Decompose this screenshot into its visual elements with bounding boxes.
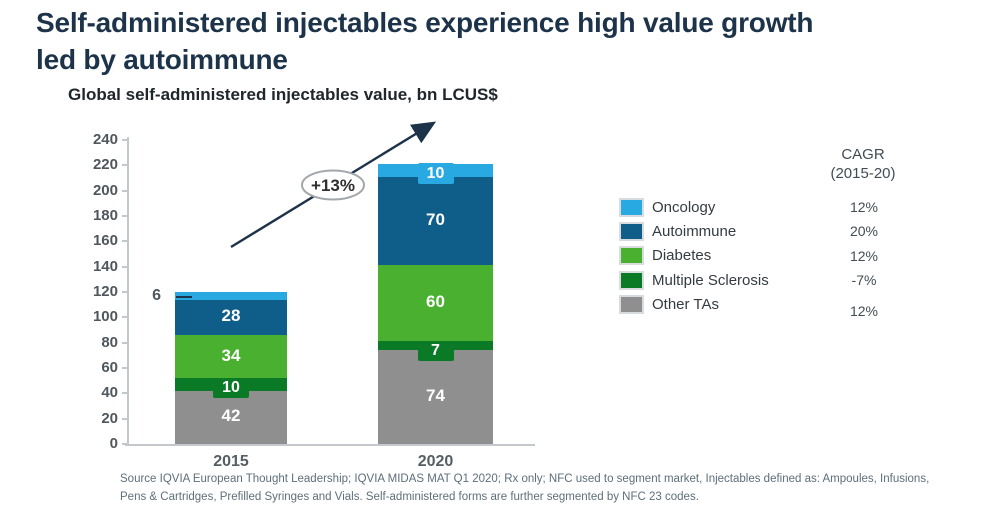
y-axis-tick-label: 220	[92, 156, 118, 174]
page-title-line1: Self-administered injectables experience…	[36, 7, 814, 38]
cagr-header-line2: (2015-20)	[830, 165, 896, 182]
y-axis-tick-label: 60	[101, 359, 118, 376]
page-title: Self-administered injectables experience…	[36, 4, 980, 78]
legend-item-other-tas: Other TAs	[619, 295, 719, 315]
y-axis-tick-mark	[122, 341, 127, 344]
y-axis-tick-label: 80	[101, 333, 118, 351]
y-axis-tick-mark	[122, 316, 127, 319]
source-note-line2: Pens & Cartridges, Prefilled Syringes an…	[120, 490, 699, 503]
cagr-value-autoimmune: 20%	[849, 223, 879, 240]
multiple-sclerosis-swatch-icon	[619, 270, 644, 290]
cagr-value-diabetes: 12%	[849, 247, 879, 264]
y-axis-tick-label: 240	[92, 131, 118, 148]
legend-item-autoimmune: Autoimmune	[619, 221, 736, 241]
y-axis-tick-label: 140	[92, 257, 118, 275]
cagr-header: CAGR (2015-20)	[815, 145, 911, 183]
label-leader-line	[176, 295, 192, 298]
y-axis-tick-label: 40	[101, 384, 118, 402]
oncology-swatch-icon	[619, 197, 644, 217]
y-axis-tick-label: 120	[92, 283, 118, 300]
bar-segment-other-tas	[175, 390, 287, 444]
y-axis-tick-mark	[122, 240, 127, 243]
legend-label: Autoimmune	[652, 222, 737, 240]
page-title-line2: led by autoimmune	[36, 44, 288, 75]
cagr-value-other-tas: 12%	[849, 302, 879, 319]
segment-value-label: 28	[221, 306, 241, 326]
cagr-value-oncology: 12%	[849, 199, 879, 215]
segment-value-label: 6	[152, 286, 161, 304]
y-axis-tick-label: 180	[92, 207, 118, 224]
bar-segment-diabetes	[175, 335, 287, 379]
segment-value-label: 10	[213, 377, 249, 399]
y-axis-tick-mark	[122, 164, 127, 167]
source-note: Source IQVIA European Thought Leadership…	[120, 471, 982, 506]
legend-label: Multiple Sclerosis	[652, 271, 769, 289]
bar-segment-diabetes	[378, 265, 493, 342]
cagr-value-multiple-sclerosis: -7%	[851, 272, 877, 289]
legend-label: Oncology	[652, 198, 716, 216]
bar-segment-autoimmune	[175, 299, 287, 336]
y-axis-line	[127, 137, 129, 446]
y-axis-tick-label: 200	[92, 181, 118, 199]
y-axis-tick-mark	[122, 392, 127, 395]
y-axis-tick-mark	[122, 417, 127, 420]
other-tas-swatch-icon	[619, 295, 644, 315]
y-axis-tick-mark	[122, 139, 127, 141]
x-axis-category-label: 2015	[213, 453, 249, 470]
cagr-header-line1: CAGR	[841, 146, 885, 163]
y-axis-tick-mark	[122, 443, 127, 445]
y-axis-tick-label: 100	[92, 308, 118, 326]
segment-value-label: 74	[426, 386, 445, 406]
y-axis-tick-mark	[122, 265, 127, 268]
y-axis-tick-label: 20	[101, 409, 118, 427]
autoimmune-swatch-icon	[619, 221, 644, 241]
x-axis-line	[125, 444, 535, 446]
y-axis-tick-label: 160	[92, 232, 118, 250]
legend-label: Diabetes	[652, 247, 712, 265]
diabetes-swatch-icon	[619, 246, 644, 266]
y-axis-tick-mark	[122, 215, 127, 217]
legend-item-oncology: Oncology	[619, 197, 715, 217]
y-axis-tick-mark	[122, 367, 127, 369]
y-axis-tick-mark	[122, 189, 127, 192]
source-note-line1: Source IQVIA European Thought Leadership…	[120, 473, 930, 485]
legend-item-multiple-sclerosis: Multiple Sclerosis	[619, 270, 769, 290]
bar-segment-oncology	[175, 292, 287, 300]
segment-value-label: 7	[417, 340, 454, 362]
chart-title: Global self-administered injectables val…	[68, 85, 498, 104]
segment-value-label: 60	[426, 292, 445, 312]
segment-value-label: 42	[221, 406, 241, 426]
y-axis-tick-mark	[122, 291, 127, 293]
x-axis-category-label: 2020	[417, 453, 454, 470]
bar-segment-other-tas	[378, 350, 493, 444]
segment-value-label: 34	[221, 345, 241, 365]
legend-item-diabetes: Diabetes	[619, 246, 711, 266]
legend-label: Other TAs	[652, 296, 719, 314]
y-axis-tick-label: 0	[109, 435, 118, 452]
